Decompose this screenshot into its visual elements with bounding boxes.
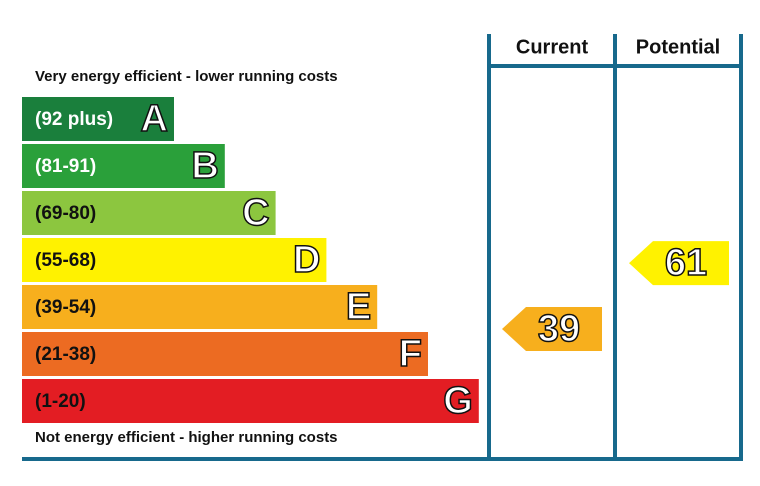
column-header: Current (516, 36, 589, 58)
rating-value: 61 (665, 242, 707, 284)
band-range: (39-54) (35, 297, 96, 318)
band-bar (22, 238, 327, 282)
band-range: (21-38) (35, 344, 96, 365)
band-letter: G (443, 380, 473, 422)
band-letter: A (141, 98, 168, 140)
band-range: (1-20) (35, 391, 86, 412)
band-letter: C (242, 192, 269, 234)
rating-arrow (629, 241, 729, 286)
band-letter: D (293, 239, 320, 281)
band-letter: E (346, 286, 371, 328)
band-bar (22, 144, 225, 188)
top-label: Very energy efficient - lower running co… (35, 68, 338, 85)
band-bar (22, 191, 276, 235)
band-letter: F (399, 333, 422, 375)
band-range: (92 plus) (35, 109, 113, 130)
column-header: Potential (636, 36, 720, 58)
band-range: (81-91) (35, 156, 96, 177)
band-range: (69-80) (35, 203, 96, 224)
band-letter: B (191, 145, 218, 187)
band-bar (22, 332, 428, 376)
rating-arrow (502, 307, 602, 351)
band-bar (22, 97, 174, 141)
band-range: (55-68) (35, 250, 96, 271)
band-bar (22, 285, 378, 329)
rating-value: 39 (538, 308, 580, 350)
band-bar (22, 379, 479, 423)
bottom-label: Not energy efficient - higher running co… (35, 429, 338, 446)
